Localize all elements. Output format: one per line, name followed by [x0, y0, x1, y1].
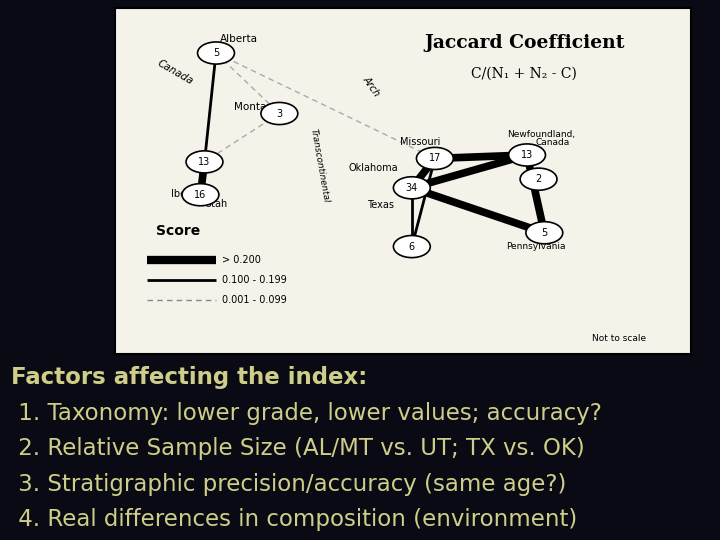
Text: Oklahoma: Oklahoma: [348, 163, 398, 173]
Text: Texas: Texas: [366, 200, 394, 210]
Circle shape: [261, 103, 298, 125]
Text: 6: 6: [409, 241, 415, 252]
Text: 3. Stratigraphic precision/accuracy (same age?): 3. Stratigraphic precision/accuracy (sam…: [11, 472, 566, 496]
Circle shape: [416, 147, 454, 170]
Circle shape: [197, 42, 235, 64]
Text: Newfoundland,: Newfoundland,: [508, 130, 575, 139]
Circle shape: [520, 168, 557, 190]
Text: 13: 13: [198, 157, 211, 167]
Text: Missouri: Missouri: [400, 137, 441, 147]
Text: 5: 5: [213, 48, 219, 58]
Text: 0.001 - 0.099: 0.001 - 0.099: [222, 295, 287, 306]
Circle shape: [526, 222, 563, 244]
Text: C/(N₁ + N₂ - C): C/(N₁ + N₂ - C): [471, 67, 577, 81]
Text: Ibex: Ibex: [171, 188, 192, 199]
Text: Factors affecting the index:: Factors affecting the index:: [11, 367, 367, 389]
Text: Jaccard Coefficient: Jaccard Coefficient: [424, 33, 624, 52]
Text: 16: 16: [194, 190, 207, 200]
Text: Score: Score: [156, 224, 201, 238]
Text: 3: 3: [276, 109, 282, 118]
Text: Canada: Canada: [536, 138, 570, 147]
Text: Montana: Montana: [233, 102, 279, 112]
Text: 4. Real differences in composition (environment): 4. Real differences in composition (envi…: [11, 508, 577, 531]
Text: 1. Taxonomy: lower grade, lower values; accuracy?: 1. Taxonomy: lower grade, lower values; …: [11, 402, 602, 425]
Text: 5: 5: [541, 228, 547, 238]
Text: Utah: Utah: [204, 199, 228, 210]
Circle shape: [186, 151, 223, 173]
Text: 34: 34: [405, 183, 418, 193]
Text: Transcontinental: Transcontinental: [309, 127, 330, 203]
Circle shape: [182, 184, 219, 206]
Text: > 0.200: > 0.200: [222, 255, 261, 265]
Text: Pennsylvania: Pennsylvania: [506, 242, 565, 251]
Text: Canada: Canada: [156, 58, 195, 86]
Circle shape: [508, 144, 546, 166]
Text: Alberta: Alberta: [220, 34, 258, 44]
Text: 13: 13: [521, 150, 534, 160]
Text: 0.100 - 0.199: 0.100 - 0.199: [222, 275, 287, 286]
Text: 2. Relative Sample Size (AL/MT vs. UT; TX vs. OK): 2. Relative Sample Size (AL/MT vs. UT; T…: [11, 437, 585, 460]
Text: 17: 17: [428, 153, 441, 164]
Circle shape: [393, 235, 431, 258]
Circle shape: [393, 177, 431, 199]
Text: 2: 2: [536, 174, 541, 184]
Text: Not to scale: Not to scale: [592, 334, 647, 343]
Text: Arch: Arch: [361, 74, 382, 98]
